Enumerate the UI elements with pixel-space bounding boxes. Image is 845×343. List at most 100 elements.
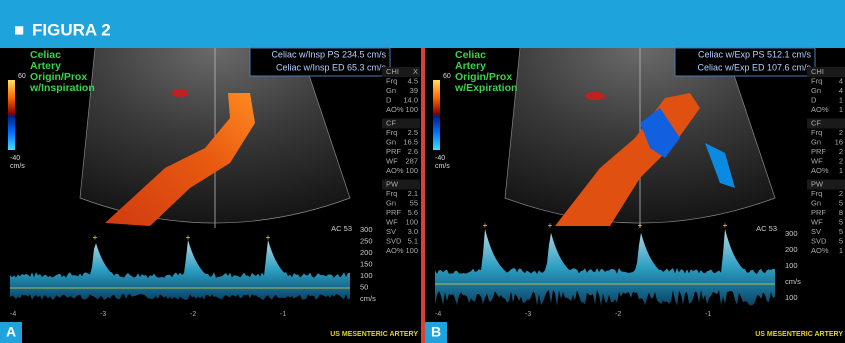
- setting-value: 4.5: [408, 76, 418, 85]
- panel-label: A: [6, 324, 16, 340]
- setting-key: WF: [811, 217, 823, 226]
- setting-key: WF: [811, 156, 823, 165]
- time-tick: -2: [615, 311, 621, 318]
- setting-value: 2: [839, 189, 843, 198]
- color-bar-max: 60: [18, 73, 26, 80]
- setting-key: SV: [811, 227, 821, 236]
- setting-value: 4: [839, 76, 843, 85]
- velocity-scale: 250: [360, 236, 373, 245]
- setting-key: SVD: [811, 236, 827, 245]
- setting-key: Frq: [386, 128, 397, 137]
- setting-value: 8: [839, 208, 843, 217]
- velocity-scale: 200: [785, 245, 798, 254]
- probe-label: US MESENTERIC ARTERY: [755, 331, 843, 338]
- velocity-scale: 200: [360, 248, 373, 257]
- time-tick: -1: [280, 311, 286, 318]
- velocity-unit: cm/s: [785, 277, 801, 286]
- setting-key: AO%: [811, 246, 829, 255]
- setting-key: Gn: [811, 198, 821, 207]
- setting-key: Gn: [811, 86, 821, 95]
- setting-key: AO%: [386, 166, 404, 175]
- setting-value: 2: [839, 156, 843, 165]
- setting-key: PRF: [811, 208, 826, 217]
- peak-marker: +: [483, 221, 488, 230]
- setting-key: Frq: [811, 76, 822, 85]
- setting-value: 5: [839, 236, 843, 245]
- settings-title: CHI: [386, 67, 399, 76]
- ultrasound-panel: 60-40cm/sCeliacArteryOrigin/Proxw/Expira…: [425, 48, 845, 343]
- setting-value: 2: [839, 147, 843, 156]
- setting-value: 16: [835, 137, 843, 146]
- peak-marker: +: [638, 221, 643, 230]
- time-tick: -3: [525, 311, 531, 318]
- setting-value: 3.0: [408, 227, 418, 236]
- setting-value: 14.0: [403, 95, 418, 104]
- setting-value: 5.1: [408, 236, 418, 245]
- settings-title: PW: [386, 179, 399, 188]
- setting-key: Gn: [811, 137, 821, 146]
- setting-key: WF: [386, 156, 398, 165]
- velocity-scale: 300: [785, 229, 798, 238]
- setting-key: Frq: [386, 189, 397, 198]
- ultrasound-panel: 60-40cm/sCeliacArteryOrigin/Proxw/Inspir…: [0, 48, 420, 343]
- settings-title: PW: [811, 179, 824, 188]
- time-tick: -3: [100, 311, 106, 318]
- color-bar-unit: cm/s: [435, 163, 450, 170]
- header-icon: ■: [14, 20, 24, 39]
- peak-marker: +: [266, 233, 271, 242]
- setting-key: PRF: [811, 147, 826, 156]
- peak-marker: +: [548, 221, 553, 230]
- setting-value: 100: [405, 166, 418, 175]
- velocity-scale: 100: [785, 261, 798, 270]
- setting-value: 1: [839, 166, 843, 175]
- color-flow: [172, 89, 188, 97]
- time-tick: -4: [10, 311, 16, 318]
- color-flow: [585, 92, 605, 100]
- panel-label: B: [431, 324, 441, 340]
- annotation: w/Inspiration: [29, 82, 95, 94]
- velocity-scale-below: 100: [785, 293, 798, 302]
- settings-extra: X: [413, 67, 418, 76]
- header-title: FIGURA 2: [32, 20, 111, 39]
- setting-key: PRF: [386, 208, 401, 217]
- ac-label: AC 53: [331, 224, 352, 233]
- setting-value: 5.6: [408, 208, 418, 217]
- setting-key: Gn: [386, 198, 396, 207]
- color-bar-min: -40: [10, 155, 20, 162]
- velocity-scale: 150: [360, 259, 373, 268]
- header-bar: [0, 0, 845, 48]
- setting-value: 5: [839, 198, 843, 207]
- color-bar: [433, 80, 440, 150]
- setting-key: Gn: [386, 137, 396, 146]
- setting-value: 1: [839, 95, 843, 104]
- settings-title: CF: [386, 118, 396, 127]
- settings-title: CHI: [811, 67, 824, 76]
- setting-value: 2.6: [408, 147, 418, 156]
- measurement: Celiac w/Exp PS 512.1 cm/s: [698, 49, 812, 59]
- peak-marker: +: [186, 233, 191, 242]
- setting-value: 1: [839, 105, 843, 114]
- setting-key: D: [811, 95, 817, 104]
- setting-key: Gn: [386, 86, 396, 95]
- setting-key: AO%: [811, 105, 829, 114]
- setting-value: 55: [410, 198, 418, 207]
- color-bar: [8, 80, 15, 150]
- velocity-unit: cm/s: [360, 294, 376, 303]
- setting-value: 100: [405, 217, 418, 226]
- color-bar-min: -40: [435, 155, 445, 162]
- setting-key: AO%: [386, 105, 404, 114]
- color-bar-unit: cm/s: [10, 163, 25, 170]
- setting-key: AO%: [811, 166, 829, 175]
- time-tick: -1: [705, 311, 711, 318]
- annotation: w/Expiration: [454, 82, 517, 94]
- measurement: Celiac w/Insp PS 234.5 cm/s: [271, 49, 386, 59]
- setting-key: Frq: [811, 128, 822, 137]
- setting-value: 287: [405, 156, 418, 165]
- probe-label: US MESENTERIC ARTERY: [330, 331, 418, 338]
- velocity-scale: 50: [360, 282, 368, 291]
- setting-key: WF: [386, 217, 398, 226]
- time-tick: -4: [435, 311, 441, 318]
- setting-value: 4: [839, 86, 843, 95]
- setting-value: 100: [405, 246, 418, 255]
- velocity-scale: 100: [360, 271, 373, 280]
